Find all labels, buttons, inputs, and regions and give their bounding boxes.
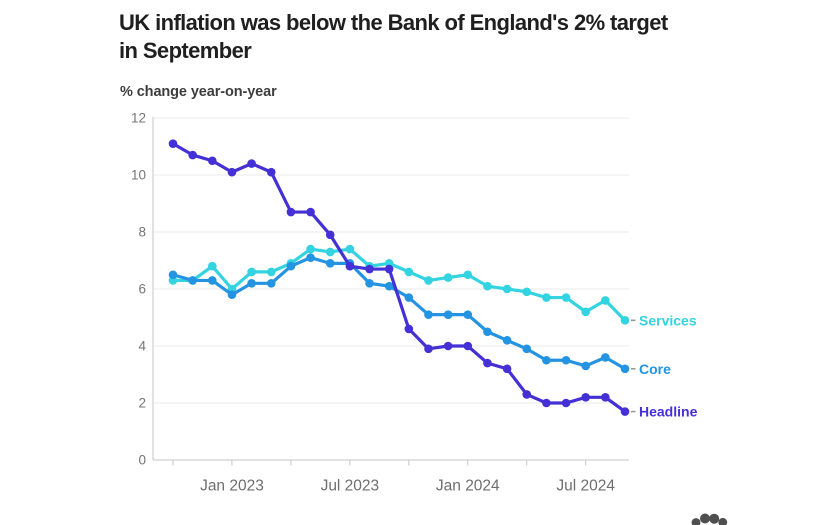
series-line-core [171,256,627,371]
series-point-services [463,270,473,280]
series-point-services [404,267,414,277]
series-point-headline [168,139,178,148]
series-point-headline [345,261,355,271]
logo-dot [709,513,720,524]
series-point-headline [443,341,453,351]
series-point-services [542,293,551,302]
series-point-headline [227,167,237,177]
series-point-services [620,316,630,325]
series-point-core [601,353,610,362]
series-point-core [227,290,237,300]
series-point-services [208,261,217,271]
series-point-headline [286,207,296,217]
series-point-core [247,279,256,288]
series-point-core [443,310,453,319]
series-point-core [542,355,551,365]
y-axis-label: 6 [138,282,146,297]
series-point-headline [463,341,473,351]
series-point-core [502,336,512,345]
series-point-headline [188,150,197,160]
series-point-core [404,293,414,302]
series-point-services [306,244,315,254]
series-point-core [208,276,217,285]
chart-title-line2: in September [119,38,252,63]
logo-dot [691,518,701,525]
series-point-headline [522,390,532,399]
legend-label-core: Core [639,361,671,377]
y-axis-label: 4 [138,339,146,354]
series-point-core [581,361,590,371]
legend-label-headline: Headline [639,404,698,420]
logo-dot [718,517,728,525]
y-axis-label: 2 [138,396,146,411]
series-point-services [522,287,532,297]
series-point-core [522,344,532,354]
series-point-headline [247,159,256,168]
y-axis-label: 10 [131,168,146,183]
series-point-core [463,310,473,319]
y-axis-label: 0 [138,453,146,468]
series-point-services [424,276,433,285]
dots-logo [691,513,728,525]
series-point-services [483,281,492,291]
chart-title-line1: UK inflation was below the Bank of Engla… [119,10,668,35]
series-point-services [247,267,256,277]
series-point-core [424,310,433,319]
logo-dot [700,513,710,524]
series-point-services [601,296,610,305]
series-point-core [483,327,492,337]
series-point-services [502,284,512,294]
series-point-headline [325,230,335,240]
series-point-services [581,307,590,317]
series-point-headline [384,264,394,274]
series-point-headline [306,207,315,217]
y-axis-label: 8 [138,225,146,240]
x-axis-label: Jan 2023 [200,478,264,495]
series-point-headline [581,393,590,402]
series-point-services [266,267,276,277]
series-point-services [561,293,571,302]
y-axis-label: 12 [131,111,146,126]
y-axis-units-label: % change year-on-year [120,84,277,100]
series-point-services [443,273,453,282]
series-point-core [306,253,315,262]
x-axis-label: Jan 2024 [436,478,500,495]
legend-label-services: Services [639,312,697,328]
series-point-headline [601,393,610,402]
chart-title: UK inflation was below the Bank of Engla… [119,9,668,65]
series-point-headline [208,156,217,166]
series-point-headline [483,358,492,368]
x-axis-label: Jul 2024 [556,478,615,495]
series-point-core [620,364,630,374]
series-point-headline [266,167,276,177]
series-point-core [168,270,178,280]
series-point-headline [404,324,414,334]
series-point-core [266,279,276,288]
series-point-headline [542,398,551,408]
series-point-core [286,261,296,271]
series-point-core [384,281,394,291]
series-point-services [345,244,355,254]
series-point-core [561,355,571,365]
series-point-core [325,259,335,268]
series-point-headline [365,264,374,274]
series-point-headline [502,364,512,374]
series-point-core [188,276,197,285]
x-axis-label: Jul 2023 [321,478,380,495]
series-point-headline [561,398,571,408]
series-point-services [325,247,335,257]
series-point-headline [620,407,630,416]
series-point-core [365,279,374,288]
series-line-services [171,247,627,322]
series-point-headline [424,344,433,354]
series-line-headline [171,142,627,414]
